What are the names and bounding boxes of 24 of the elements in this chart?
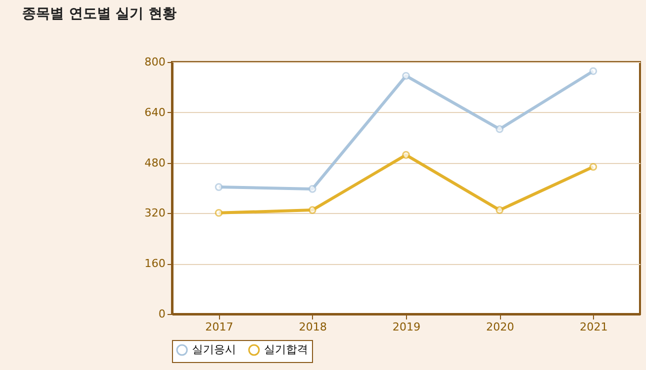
- y-tick-label: 480: [144, 156, 166, 170]
- chart-title: 종목별 연도별 실기 현황: [22, 6, 177, 22]
- y-tick-label: 320: [144, 206, 166, 220]
- y-tick-label: 160: [144, 257, 166, 270]
- x-tick-label: 2017: [205, 320, 234, 334]
- point: [402, 151, 410, 159]
- point: [214, 208, 223, 217]
- point: [589, 162, 598, 171]
- x-tick-label: 2019: [392, 320, 420, 334]
- y-tick-label: 640: [144, 106, 166, 119]
- legend-label: 실기합격: [264, 343, 308, 356]
- x-tick-label: 2021: [580, 320, 608, 334]
- y-tick-label: 800: [144, 56, 166, 68]
- point: [308, 206, 316, 214]
- x-tick-label: 2018: [298, 320, 327, 334]
- point: [589, 67, 598, 76]
- x-tick-label: 2020: [486, 320, 514, 334]
- point: [308, 185, 316, 193]
- point: [214, 183, 223, 191]
- legend-label: 실기응시: [192, 343, 236, 356]
- point: [496, 125, 504, 133]
- y-tick-label: 0: [158, 308, 166, 320]
- point: [402, 72, 410, 80]
- point: [496, 206, 504, 214]
